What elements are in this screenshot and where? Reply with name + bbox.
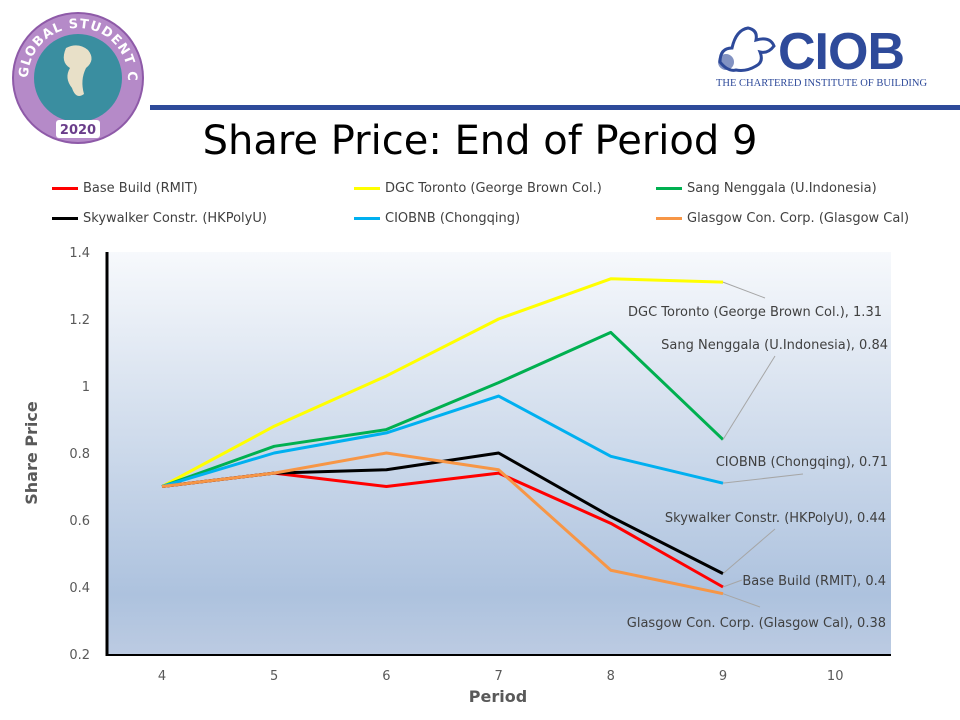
data-label: CIOBNB (Chongqing), 0.71 xyxy=(716,455,888,470)
global-student-challenge-logo: GLOBAL STUDENT CHALLENGE 2020 xyxy=(8,8,144,144)
x-axis-title: Period xyxy=(469,687,527,706)
legend-item: Sang Nenggala (U.Indonesia) xyxy=(656,181,877,196)
y-axis-title: Share Price xyxy=(22,401,41,505)
legend-label: CIOBNB (Chongqing) xyxy=(385,211,521,226)
x-tick-label: 10 xyxy=(827,669,844,684)
legend-swatch xyxy=(354,187,380,190)
legend-swatch xyxy=(52,217,78,220)
legend-swatch xyxy=(656,187,682,190)
y-tick-label: 1.2 xyxy=(69,313,90,328)
legend-item: Glasgow Con. Corp. (Glasgow Cal) xyxy=(656,211,909,226)
legend-item: Base Build (RMIT) xyxy=(52,181,198,196)
legend-swatch xyxy=(354,217,380,220)
x-tick-label: 6 xyxy=(382,669,390,684)
y-tick-label: 0.8 xyxy=(69,447,90,462)
y-tick-label: 1 xyxy=(82,380,90,395)
data-label: Skywalker Constr. (HKPolyU), 0.44 xyxy=(665,511,886,526)
legend-swatch xyxy=(52,187,78,190)
y-tick-label: 0.2 xyxy=(69,648,90,663)
ciob-logo-subtitle: THE CHARTERED INSTITUTE OF BUILDING xyxy=(716,78,928,89)
legend-swatch xyxy=(656,217,682,220)
series-line xyxy=(161,451,724,596)
series-line xyxy=(161,330,725,488)
y-tick-label: 0.4 xyxy=(69,581,90,596)
leader-line xyxy=(722,593,761,608)
legend-label: DGC Toronto (George Brown Col.) xyxy=(385,181,602,196)
data-label: DGC Toronto (George Brown Col.), 1.31 xyxy=(628,305,882,320)
x-tick-label: 7 xyxy=(494,669,502,684)
x-tick-label: 5 xyxy=(270,669,278,684)
leader-line xyxy=(722,579,743,588)
x-tick-label: 9 xyxy=(719,669,727,684)
series-line xyxy=(161,277,724,488)
legend-label: Base Build (RMIT) xyxy=(83,181,198,196)
y-tick-label: 0.6 xyxy=(69,514,90,529)
svg-text:2020: 2020 xyxy=(60,123,96,138)
leader-line xyxy=(722,355,776,440)
ciob-logo-text: CIOB xyxy=(778,23,905,81)
leader-line xyxy=(722,528,776,574)
header-divider xyxy=(150,105,960,110)
leader-line xyxy=(722,473,804,484)
legend-item: Skywalker Constr. (HKPolyU) xyxy=(52,211,267,226)
y-tick-label: 1.4 xyxy=(69,246,90,261)
ciob-lion-icon xyxy=(718,26,776,72)
legend-label: Glasgow Con. Corp. (Glasgow Cal) xyxy=(687,211,910,226)
legend-item: CIOBNB (Chongqing) xyxy=(354,211,520,226)
leader-line xyxy=(722,281,766,299)
legend-item: DGC Toronto (George Brown Col.) xyxy=(354,181,602,196)
x-tick-label: 4 xyxy=(158,669,166,684)
data-label: Sang Nenggala (U.Indonesia), 0.84 xyxy=(661,338,888,353)
data-label: Glasgow Con. Corp. (Glasgow Cal), 0.38 xyxy=(627,616,886,631)
series-line xyxy=(161,394,724,488)
data-label: Base Build (RMIT), 0.4 xyxy=(742,574,886,589)
legend-label: Skywalker Constr. (HKPolyU) xyxy=(83,211,267,226)
x-tick-label: 8 xyxy=(607,669,615,684)
chart-title: Share Price: End of Period 9 xyxy=(202,118,758,164)
legend-label: Sang Nenggala (U.Indonesia) xyxy=(687,181,877,196)
